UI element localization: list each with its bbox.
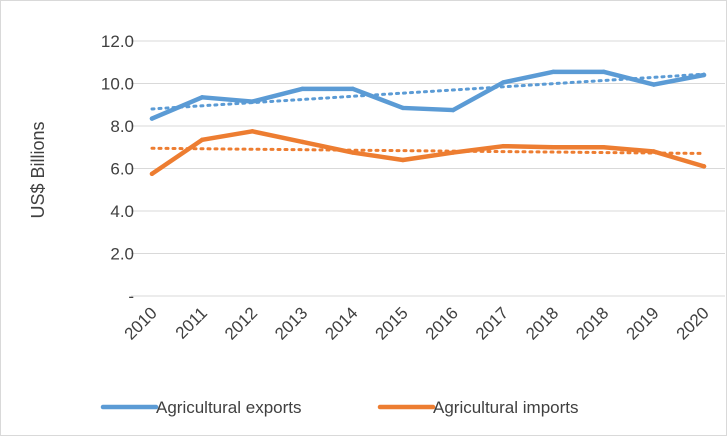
legend-label: Agricultural exports bbox=[156, 398, 302, 417]
data-point bbox=[450, 150, 456, 155]
data-point bbox=[551, 69, 556, 75]
series-line bbox=[149, 129, 707, 177]
data-point bbox=[551, 145, 556, 150]
x-tick-label: 2012 bbox=[221, 303, 261, 343]
data-point bbox=[300, 139, 305, 145]
data-point bbox=[651, 149, 657, 154]
data-point bbox=[601, 145, 606, 150]
x-axis-tick-labels: 2010 2011 2012 2013 2014 2015 2016 2017 2018 2018… bbox=[121, 303, 713, 343]
data-point bbox=[701, 72, 707, 78]
data-point bbox=[400, 105, 406, 111]
data-point bbox=[250, 99, 255, 104]
x-tick-label: 2019 bbox=[622, 303, 662, 343]
y-tick-label: 2.0 bbox=[110, 245, 134, 264]
data-point bbox=[701, 164, 707, 169]
x-tick-label: 2013 bbox=[271, 303, 311, 343]
x-tick-label: 2015 bbox=[372, 303, 412, 343]
legend-label: Agricultural imports bbox=[433, 398, 579, 417]
y-tick-label: 8.0 bbox=[110, 117, 134, 136]
y-axis-tick-labels: - 2.0 4.0 6.0 8.0 10.0 12.0 bbox=[101, 32, 134, 306]
x-tick-label: 2011 bbox=[172, 303, 211, 342]
y-tick-label: 12.0 bbox=[101, 32, 134, 51]
trendlines bbox=[150, 72, 706, 155]
data-point bbox=[601, 69, 606, 75]
trendline bbox=[150, 146, 706, 155]
x-tick-label: 2020 bbox=[673, 303, 713, 343]
data-point bbox=[149, 171, 155, 177]
x-tick-label: 2016 bbox=[422, 303, 462, 343]
x-tick-label: 2010 bbox=[121, 303, 161, 343]
trendline bbox=[150, 72, 706, 111]
data-point bbox=[300, 86, 305, 92]
data-point bbox=[250, 129, 255, 134]
y-tick-label: 6.0 bbox=[110, 160, 134, 179]
y-tick-label: - bbox=[128, 287, 134, 306]
y-axis-title: US$ Billions bbox=[28, 121, 48, 218]
y-tick-label: 4.0 bbox=[110, 202, 134, 221]
data-point bbox=[501, 80, 506, 85]
data-point bbox=[199, 137, 205, 143]
data-point bbox=[199, 95, 205, 100]
data-point bbox=[501, 143, 506, 149]
legend: Agricultural exports Agricultural imports bbox=[100, 398, 579, 417]
gridlines bbox=[131, 40, 725, 297]
series-line bbox=[149, 69, 707, 121]
x-tick-label: 2017 bbox=[472, 303, 512, 343]
x-tick-label: 2018 bbox=[522, 303, 562, 343]
data-series bbox=[149, 69, 707, 177]
data-point bbox=[450, 107, 456, 113]
data-point bbox=[651, 82, 657, 87]
data-point bbox=[149, 116, 155, 121]
data-point bbox=[400, 157, 406, 163]
x-tick-label: 2018 bbox=[572, 303, 612, 343]
x-tick-label: 2014 bbox=[321, 303, 361, 343]
data-point bbox=[350, 86, 355, 92]
y-tick-label: 10.0 bbox=[101, 75, 134, 94]
data-point bbox=[350, 150, 355, 155]
